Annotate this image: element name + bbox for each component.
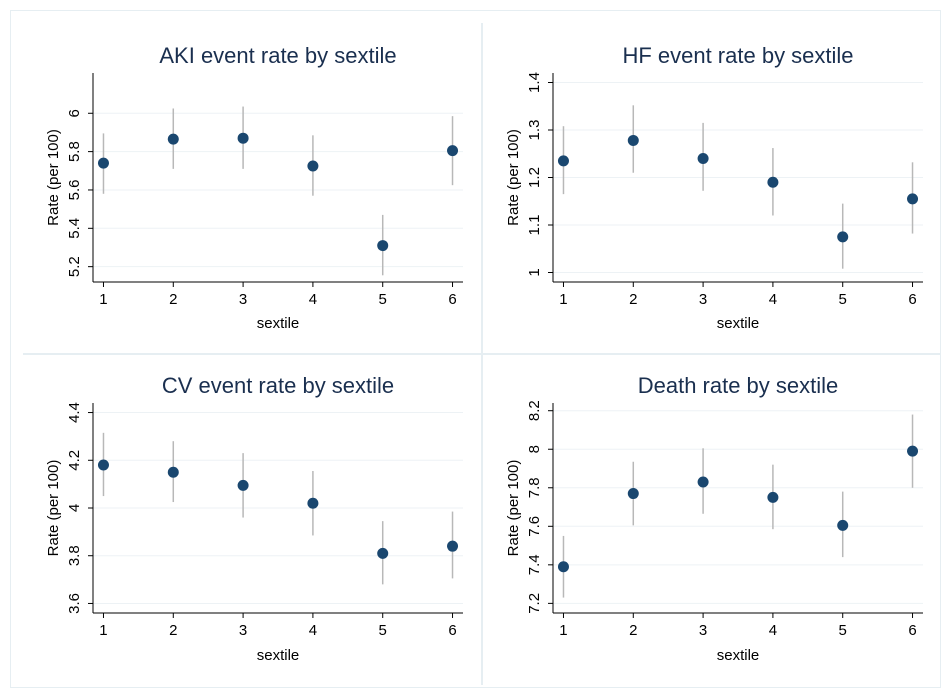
y-axis-title: Rate (per 100): [45, 460, 62, 557]
y-axis-title: Rate (per 100): [505, 460, 522, 557]
x-tick-label: 5: [379, 622, 387, 639]
data-point: [837, 231, 849, 243]
data-point: [167, 133, 179, 145]
data-point: [307, 497, 319, 509]
data-point: [907, 193, 919, 205]
x-tick-label: 1: [99, 622, 107, 639]
x-tick-label: 6: [908, 291, 916, 308]
figure-border: [10, 10, 941, 688]
x-tick-label: 6: [448, 622, 456, 639]
x-tick-label: 3: [699, 622, 707, 639]
y-tick-label: 5.6: [66, 180, 83, 201]
x-tick-label: 1: [559, 291, 567, 308]
data-point: [557, 155, 569, 167]
x-tick-label: 5: [379, 291, 387, 308]
y-tick-label: 1.3: [526, 120, 543, 141]
panel-death-background: [483, 355, 940, 685]
data-point: [237, 132, 249, 144]
y-tick-label: 1.1: [526, 215, 543, 236]
data-point: [237, 479, 249, 491]
x-axis-title: sextile: [717, 315, 760, 332]
y-tick-label: 7.8: [526, 477, 543, 498]
x-tick-label: 2: [629, 291, 637, 308]
data-point: [697, 153, 709, 164]
x-tick-label: 5: [839, 622, 847, 639]
y-tick-label: 8.2: [526, 400, 543, 421]
y-tick-label: 1.2: [526, 167, 543, 188]
y-tick-label: 5.2: [66, 256, 83, 277]
data-point: [97, 157, 109, 169]
panel-title: HF event rate by sextile: [622, 43, 853, 68]
panel-hf-background: [483, 23, 940, 353]
x-tick-label: 3: [239, 291, 247, 308]
y-tick-label: 7.6: [526, 516, 543, 537]
data-point: [167, 466, 179, 478]
x-tick-label: 4: [769, 291, 777, 308]
y-tick-label: 8: [526, 445, 543, 453]
chart-panel-aki: 5.2 5.4 5.6 5.8 6 1 2 3 4 5 6 AKI event rate by sex…: [45, 43, 463, 332]
data-point: [627, 134, 639, 146]
x-tick-label: 4: [309, 622, 317, 639]
x-tick-label: 1: [559, 622, 567, 639]
y-tick-label: 4.4: [66, 402, 83, 423]
y-axis-title: Rate (per 100): [505, 129, 522, 226]
y-tick-label: 5.8: [66, 141, 83, 162]
panel-title: AKI event rate by sextile: [159, 43, 396, 68]
panel-cv-background: [23, 355, 481, 685]
data-point: [837, 519, 849, 531]
x-tick-label: 1: [99, 291, 107, 308]
x-tick-label: 2: [629, 622, 637, 639]
panel-aki-background: [23, 23, 481, 353]
y-tick-label: 4.2: [66, 450, 83, 471]
panel-title: Death rate by sextile: [638, 373, 839, 398]
x-tick-label: 2: [169, 291, 177, 308]
data-point: [377, 240, 389, 252]
y-tick-label: 5.4: [66, 218, 83, 239]
x-tick-label: 4: [309, 291, 317, 308]
chart-panel-hf: 1 1.1 1.2 1.3 1.4 1 2 3 4 5 6 HF event rate by sext…: [505, 43, 923, 332]
x-axis-title: sextile: [257, 315, 300, 332]
x-tick-label: 3: [699, 291, 707, 308]
data-point: [307, 160, 319, 172]
data-point: [447, 145, 459, 157]
y-tick-label: 7.2: [526, 593, 543, 614]
x-tick-label: 6: [448, 291, 456, 308]
chart-panel-death: 7.2 7.4 7.6 7.8 8 8.2 1 2 3 4 5 6 Death rate by sext…: [505, 373, 923, 664]
x-tick-label: 5: [839, 291, 847, 308]
y-tick-label: 3.8: [66, 545, 83, 566]
chart-panel-cv: 3.6 3.8 4 4.2 4.4 1 2 3 4 5 6 CV event rate by sext…: [45, 373, 463, 664]
data-point: [447, 540, 459, 552]
y-tick-label: 4: [66, 504, 83, 512]
x-axis-title: sextile: [717, 647, 760, 664]
y-tick-label: 7.4: [526, 554, 543, 575]
y-axis-title: Rate (per 100): [45, 129, 62, 226]
y-tick-label: 1.4: [526, 72, 543, 93]
data-point: [907, 445, 919, 457]
y-tick-label: 1: [526, 268, 543, 276]
x-tick-label: 2: [169, 622, 177, 639]
x-axis-title: sextile: [257, 647, 300, 664]
panel-title: CV event rate by sextile: [162, 373, 394, 398]
y-tick-label: 6: [66, 109, 83, 117]
x-tick-label: 4: [769, 622, 777, 639]
data-point: [767, 176, 779, 188]
data-point: [767, 491, 779, 503]
data-point: [557, 561, 569, 573]
x-tick-label: 3: [239, 622, 247, 639]
data-point: [697, 476, 709, 488]
x-tick-label: 6: [908, 622, 916, 639]
data-point: [627, 488, 639, 500]
data-point: [377, 547, 389, 559]
y-tick-label: 3.6: [66, 593, 83, 614]
data-point: [97, 459, 109, 471]
